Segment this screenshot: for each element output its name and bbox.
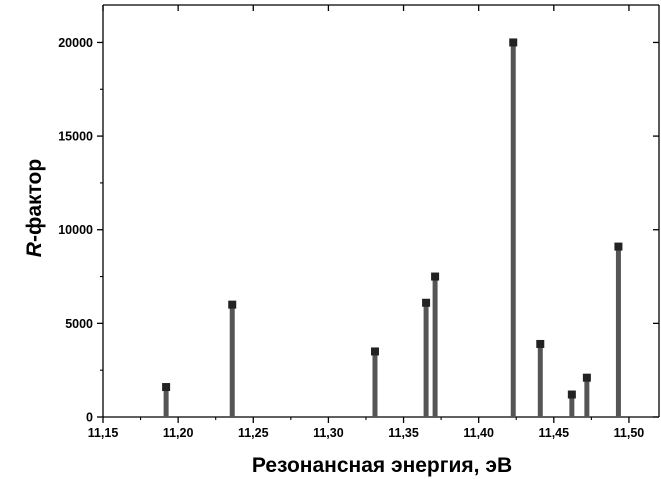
data-point-marker <box>431 272 440 281</box>
y-axis-title-italic: R <box>23 241 46 257</box>
data-point-marker <box>536 339 545 348</box>
x-tick-label: 11,40 <box>463 426 494 440</box>
bar <box>432 276 438 417</box>
x-tick-label: 11,45 <box>539 426 570 440</box>
bar <box>510 42 516 418</box>
y-tick-label: 20000 <box>58 36 93 50</box>
markers-group <box>162 38 623 399</box>
x-tick-label: 11,20 <box>163 426 194 440</box>
data-point-marker <box>228 300 237 309</box>
y-tick-label: 0 <box>86 411 93 425</box>
bar <box>423 302 429 417</box>
y-axis-title-rest: -фактор <box>23 159 46 242</box>
data-point-marker <box>162 383 171 392</box>
data-point-marker <box>567 390 576 399</box>
y-tick-label: 15000 <box>58 130 93 144</box>
bar <box>569 394 575 417</box>
y-axis-title: R-фактор <box>23 159 46 257</box>
bars-group <box>163 42 621 418</box>
data-point-marker <box>422 298 431 307</box>
x-tick-label: 11,15 <box>88 426 119 440</box>
bar <box>584 377 590 417</box>
bar <box>163 387 169 417</box>
x-tick-label: 11,50 <box>614 426 645 440</box>
bar <box>615 246 621 417</box>
x-tick-label: 11,30 <box>313 426 344 440</box>
plot-area <box>102 4 660 418</box>
bar <box>537 343 543 417</box>
x-tick-label: 11,35 <box>388 426 419 440</box>
ticks-group <box>97 5 659 423</box>
y-tick-label: 10000 <box>58 223 93 237</box>
x-axis-title: Резонансная энергия, эВ <box>252 454 512 477</box>
data-point-marker <box>370 347 379 356</box>
bar <box>229 304 235 417</box>
data-point-marker <box>614 242 623 251</box>
x-tick-label: 11,25 <box>238 426 269 440</box>
data-point-marker <box>582 373 591 382</box>
y-tick-label: 5000 <box>65 317 93 331</box>
bar <box>372 351 378 417</box>
data-point-marker <box>509 38 518 47</box>
tick-labels-group: 11,15 11,20 11,25 11,30 11,35 11,40 11,45 11,50… <box>58 36 644 440</box>
